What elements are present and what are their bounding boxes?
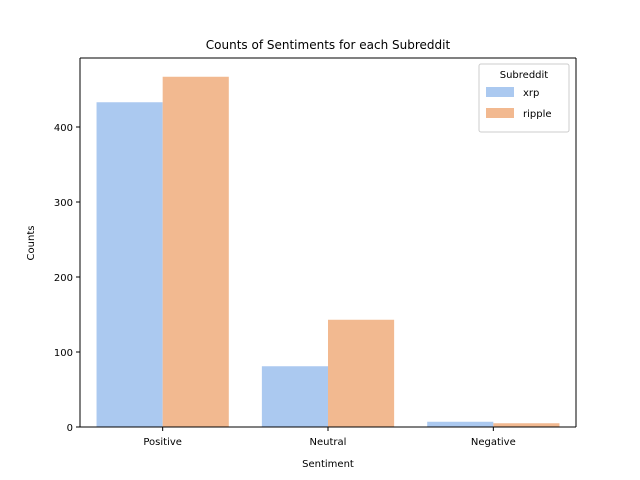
x-tick-label-neutral: Neutral [310,437,347,448]
bar-positive-ripple [162,76,229,427]
bar-neutral-xrp [261,366,328,427]
y-axis-label: Counts [26,226,37,261]
bar-negative-ripple [493,423,560,427]
plot-area: 0 100 200 300 400 Positive Neutral Negative [54,57,577,448]
legend-swatch-ripple [486,108,514,118]
y-tick-label-100: 100 [54,348,73,359]
bar-positive-xrp [96,102,163,427]
legend: Subreddit xrp ripple [478,63,570,133]
legend-swatch-xrp [486,87,514,97]
x-tick-label-negative: Negative [471,437,516,448]
bar-negative-xrp [427,421,494,427]
x-tick-label-positive: Positive [143,437,182,448]
y-tick-label-400: 400 [54,123,73,134]
y-tick-label-300: 300 [54,198,73,209]
chart-title: Counts of Sentiments for each Subreddit [206,38,451,52]
x-axis-label: Sentiment [302,459,354,470]
y-tick-label-0: 0 [67,423,73,434]
legend-label-xrp: xrp [523,88,539,99]
y-tick-label-200: 200 [54,273,73,284]
legend-title: Subreddit [500,70,549,81]
bar-neutral-ripple [328,319,395,427]
legend-label-ripple: ripple [523,109,552,120]
